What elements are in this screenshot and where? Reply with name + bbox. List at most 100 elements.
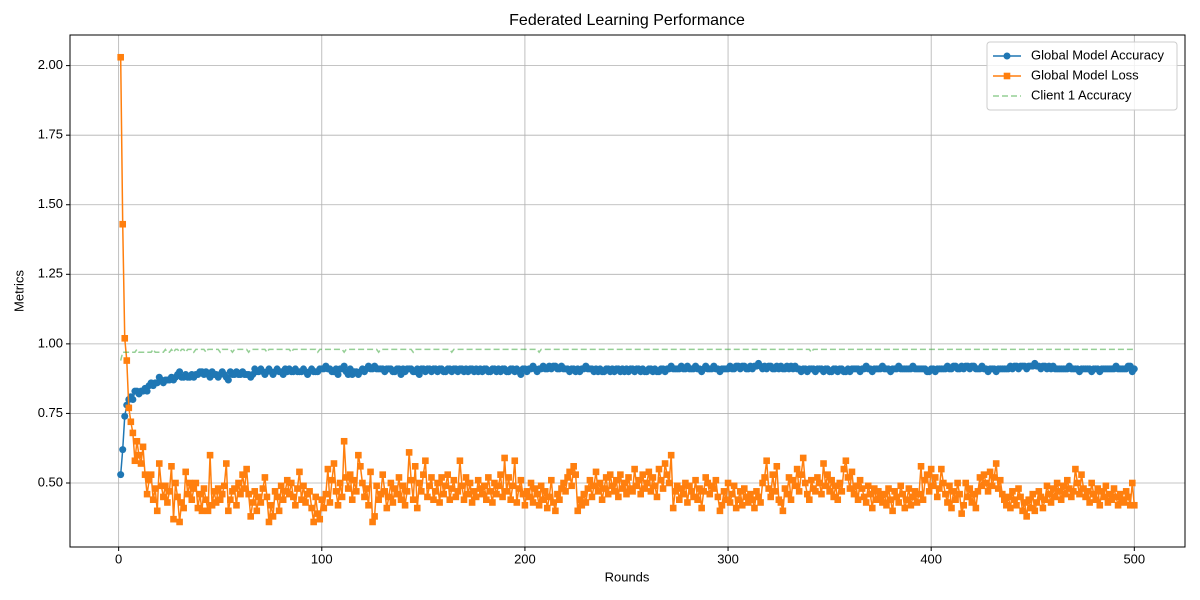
point-marker: [539, 496, 547, 503]
point-marker: [397, 496, 405, 503]
point-marker: [316, 515, 324, 523]
point-marker: [365, 501, 372, 509]
point-marker: [602, 474, 610, 481]
point-marker: [789, 476, 797, 484]
point-marker: [434, 479, 441, 487]
point-marker: [736, 488, 744, 495]
point-marker: [1100, 493, 1108, 501]
point-marker: [529, 499, 537, 506]
point-marker: [1096, 501, 1104, 509]
point-marker: [446, 496, 454, 503]
point-marker: [1029, 490, 1037, 498]
point-marker: [405, 449, 413, 456]
point-marker: [747, 490, 754, 498]
point-marker: [223, 460, 230, 467]
point-marker: [1114, 501, 1122, 509]
point-marker: [891, 488, 898, 495]
point-marker: [432, 488, 439, 495]
point-marker: [684, 499, 691, 506]
point-marker: [1053, 479, 1061, 487]
point-marker: [206, 451, 214, 459]
point-marker: [531, 485, 539, 492]
point-marker: [381, 488, 389, 495]
point-marker: [495, 482, 502, 490]
y-tick-label: 1.25: [38, 266, 63, 281]
point-marker: [984, 488, 992, 495]
point-marker: [588, 493, 596, 501]
point-marker: [196, 490, 204, 498]
point-marker: [702, 474, 710, 481]
point-marker: [265, 518, 273, 526]
point-marker: [580, 490, 588, 498]
point-marker: [415, 370, 423, 378]
point-marker: [608, 482, 616, 490]
point-marker: [741, 485, 748, 492]
point-marker: [180, 504, 187, 512]
point-marker: [828, 476, 835, 484]
point-marker: [474, 476, 482, 484]
point-marker: [757, 499, 764, 506]
point-marker: [420, 471, 427, 478]
point-marker: [830, 493, 837, 501]
point-marker: [1063, 476, 1071, 484]
point-marker: [139, 443, 147, 451]
point-marker: [279, 496, 287, 503]
point-marker: [686, 482, 693, 490]
point-marker: [931, 474, 939, 481]
point-marker: [119, 220, 127, 228]
point-marker: [639, 471, 647, 478]
point-marker: [1005, 493, 1012, 501]
point-marker: [527, 479, 535, 487]
point-marker: [1011, 496, 1018, 503]
point-marker: [586, 476, 594, 484]
y-tick-label: 2.00: [38, 57, 63, 72]
point-marker: [887, 496, 894, 503]
point-marker: [1025, 496, 1032, 503]
point-marker: [783, 490, 791, 498]
point-marker: [1045, 490, 1053, 498]
point-marker: [568, 482, 575, 490]
point-marker: [812, 488, 819, 495]
point-marker: [578, 501, 586, 509]
point-marker: [216, 496, 224, 503]
x-tick-label: 400: [920, 551, 942, 566]
point-marker: [556, 496, 563, 503]
point-marker: [438, 474, 445, 481]
point-marker: [233, 501, 240, 509]
point-marker: [288, 479, 295, 487]
point-marker: [645, 468, 653, 476]
point-marker: [357, 463, 364, 470]
x-tick-label: 100: [311, 551, 333, 566]
point-marker: [275, 507, 283, 515]
point-marker: [604, 490, 612, 498]
point-marker: [917, 463, 925, 470]
point-marker: [990, 474, 998, 481]
point-marker: [261, 474, 269, 481]
point-marker: [190, 485, 198, 492]
point-marker: [1021, 499, 1028, 506]
point-marker: [537, 482, 545, 490]
point-marker: [379, 471, 387, 478]
point-marker: [716, 507, 724, 515]
point-marker: [214, 485, 222, 492]
point-marker: [889, 507, 896, 515]
point-marker: [456, 457, 464, 465]
point-marker: [1031, 507, 1039, 515]
point-marker: [854, 496, 862, 503]
point-marker: [838, 488, 846, 495]
point-marker: [292, 501, 299, 509]
point-marker: [720, 488, 728, 495]
point-marker: [730, 482, 738, 490]
point-marker: [732, 504, 740, 512]
point-marker: [610, 488, 618, 495]
point-marker: [324, 465, 332, 473]
point-marker: [1086, 499, 1093, 506]
point-marker: [797, 471, 805, 478]
point-marker: [996, 476, 1004, 484]
point-marker: [615, 493, 622, 501]
point-marker: [765, 485, 772, 492]
point-marker: [698, 504, 705, 512]
point-marker: [743, 493, 750, 501]
point-marker: [594, 488, 602, 495]
point-marker: [1128, 479, 1136, 487]
